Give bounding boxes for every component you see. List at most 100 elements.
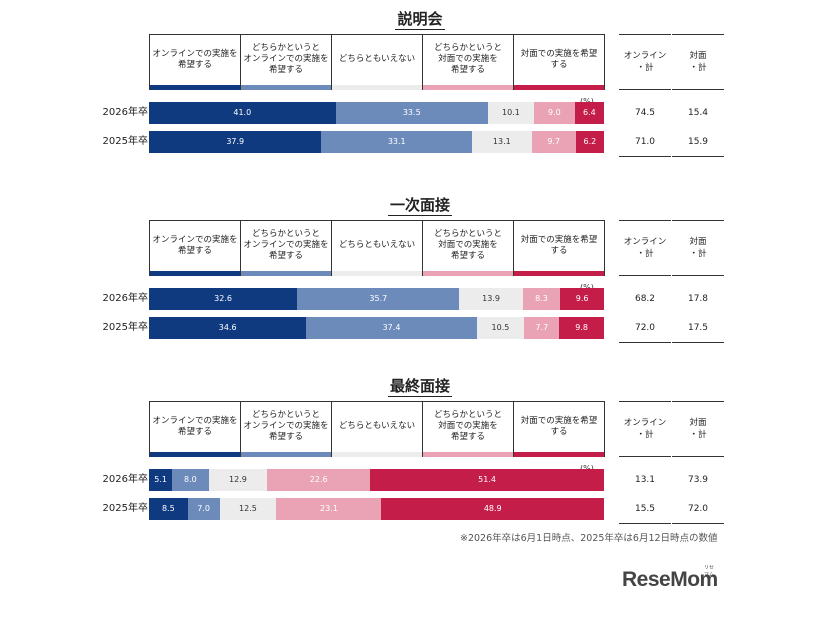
chart-title-text: 説明会	[395, 10, 445, 30]
total-underline	[619, 156, 671, 157]
legend-entry: どちらともいえない	[332, 220, 423, 276]
bar-segment: 5.1	[149, 469, 173, 491]
legend-label: 対面での実施を希望 する	[520, 234, 598, 256]
legend-swatch	[332, 85, 422, 90]
category-label: 2026年卒	[102, 474, 148, 485]
stacked-bar: 32.6 35.7 13.9 8.3 9.6	[149, 288, 604, 310]
online-total-header: オンライン ・計	[619, 220, 671, 276]
bar-segment: 33.1	[321, 131, 473, 153]
bar-segment: 9.7	[531, 131, 576, 153]
category-label: 2026年卒	[102, 107, 148, 118]
bar-segment: 9.8	[559, 317, 604, 339]
legend-entry: どちらかというと 対面での実施を 希望する	[423, 401, 514, 457]
online-total-value: 13.1	[634, 475, 656, 485]
bar-segment: 13.1	[472, 131, 532, 153]
face-total-value: 17.5	[687, 323, 709, 333]
legend-entry: どちらかというと オンラインでの実施を 希望する	[241, 401, 332, 457]
legend-entry: どちらかというと オンラインでの実施を 希望する	[241, 220, 332, 276]
chart-title-text: 一次面接	[387, 196, 452, 216]
legend-label: どちらともいえない	[338, 421, 416, 431]
legend-swatch	[423, 85, 513, 90]
category-label: 2026年卒	[102, 293, 148, 304]
legend-entry: どちらともいえない	[332, 34, 423, 90]
legend-entry: どちらかというと 対面での実施を 希望する	[423, 34, 514, 90]
stacked-bar: 5.1 8.0 12.9 22.6 51.4	[149, 469, 604, 491]
legend-label: どちらかというと 対面での実施を 希望する	[433, 410, 502, 442]
bar-segment: 10.1	[487, 102, 534, 124]
legend: オンラインでの実施を 希望する どちらかというと オンラインでの実施を 希望する どちらと…	[149, 34, 605, 90]
legend: オンラインでの実施を 希望する どちらかというと オンラインでの実施を 希望する どちらと…	[149, 401, 605, 457]
face-total-header: 対面 ・計	[672, 401, 724, 457]
legend-entry: 対面での実施を希望 する	[514, 220, 605, 276]
total-underline	[672, 156, 724, 157]
legend-label: オンラインでの実施を 希望する	[152, 48, 238, 70]
legend-label: どちらかというと オンラインでの実施を 希望する	[243, 229, 329, 261]
bar-row: 2026年卒 5.1 8.0 12.9 22.6 51.4 13.1 73.9	[0, 469, 826, 491]
legend-label: 対面での実施を希望 する	[520, 415, 598, 437]
total-underline	[672, 342, 724, 343]
legend-swatch	[514, 271, 604, 276]
bar-segment: 33.5	[335, 102, 488, 124]
bar-segment: 12.9	[208, 469, 268, 491]
bar-segment: 9.0	[533, 102, 575, 124]
legend-label: どちらともいえない	[338, 240, 416, 250]
legend-label: どちらかというと オンラインでの実施を 希望する	[243, 43, 329, 75]
face-total-value: 72.0	[687, 504, 709, 514]
legend-swatch	[150, 85, 240, 90]
logo-text: ReseMom	[622, 568, 718, 591]
unit-label: (%)	[580, 464, 594, 473]
legend-entry: 対面での実施を希望 する	[514, 34, 605, 90]
bar-segment: 37.4	[306, 317, 477, 339]
legend-entry: どちらかというと オンラインでの実施を 希望する	[241, 34, 332, 90]
bar-segment: 9.6	[560, 288, 604, 310]
legend-swatch	[241, 271, 331, 276]
bar-segment: 7.7	[524, 317, 560, 339]
chart-title-text: 最終面接	[387, 377, 452, 397]
chart-title: 最終面接	[340, 377, 500, 397]
legend-label: どちらかというと オンラインでの実施を 希望する	[243, 410, 329, 442]
chart-panel: 最終面接オンラインでの実施を 希望する どちらかというと オンラインでの実施を 希望する…	[0, 377, 826, 537]
legend-label: どちらかというと 対面での実施を 希望する	[433, 229, 502, 261]
bar-segment: 35.7	[297, 288, 460, 310]
legend-label: 対面での実施を希望 する	[520, 48, 598, 70]
bar-segment: 12.5	[219, 498, 277, 520]
total-underline	[672, 523, 724, 524]
legend-swatch	[241, 85, 331, 90]
online-total-value: 72.0	[634, 323, 656, 333]
legend-swatch	[150, 452, 240, 457]
legend-swatch	[514, 452, 604, 457]
bar-row: 2025年卒 8.5 7.0 12.5 23.1 48.9 15.5 72.0	[0, 498, 826, 520]
legend-swatch	[332, 452, 422, 457]
total-underline	[619, 523, 671, 524]
bar-segment: 41.0	[149, 102, 336, 124]
stacked-bar: 34.6 37.4 10.5 7.7 9.8	[149, 317, 604, 339]
legend: オンラインでの実施を 希望する どちらかというと オンラインでの実施を 希望する どちらと…	[149, 220, 605, 276]
legend-entry: オンラインでの実施を 希望する	[150, 220, 241, 276]
legend-swatch	[514, 85, 604, 90]
chart-title: 一次面接	[340, 196, 500, 216]
logo-small-text: リセマム	[704, 565, 715, 578]
bar-segment: 37.9	[149, 131, 322, 153]
face-total-value: 73.9	[687, 475, 709, 485]
face-total-value: 15.9	[687, 137, 709, 147]
stacked-bar: 8.5 7.0 12.5 23.1 48.9	[149, 498, 604, 520]
online-total-header: オンライン ・計	[619, 34, 671, 90]
bar-segment: 51.4	[370, 469, 604, 491]
bar-segment: 6.2	[575, 131, 604, 153]
stacked-bar: 41.0 33.5 10.1 9.0 6.4	[149, 102, 604, 124]
bar-row: 2026年卒 41.0 33.5 10.1 9.0 6.4 74.5 15.4	[0, 102, 826, 124]
legend-label: どちらかというと 対面での実施を 希望する	[433, 43, 502, 75]
legend-entry: どちらかというと 対面での実施を 希望する	[423, 220, 514, 276]
bar-segment: 34.6	[149, 317, 307, 339]
legend-label: オンラインでの実施を 希望する	[152, 234, 238, 256]
legend-label: オンラインでの実施を 希望する	[152, 415, 238, 437]
bar-segment: 6.4	[574, 102, 604, 124]
bar-segment: 8.0	[172, 469, 209, 491]
category-label: 2025年卒	[102, 136, 148, 147]
online-total-value: 71.0	[634, 137, 656, 147]
bar-segment: 22.6	[267, 469, 371, 491]
bar-segment: 23.1	[276, 498, 382, 520]
legend-entry: オンラインでの実施を 希望する	[150, 401, 241, 457]
unit-label: (%)	[580, 283, 594, 292]
bar-segment: 7.0	[187, 498, 220, 520]
